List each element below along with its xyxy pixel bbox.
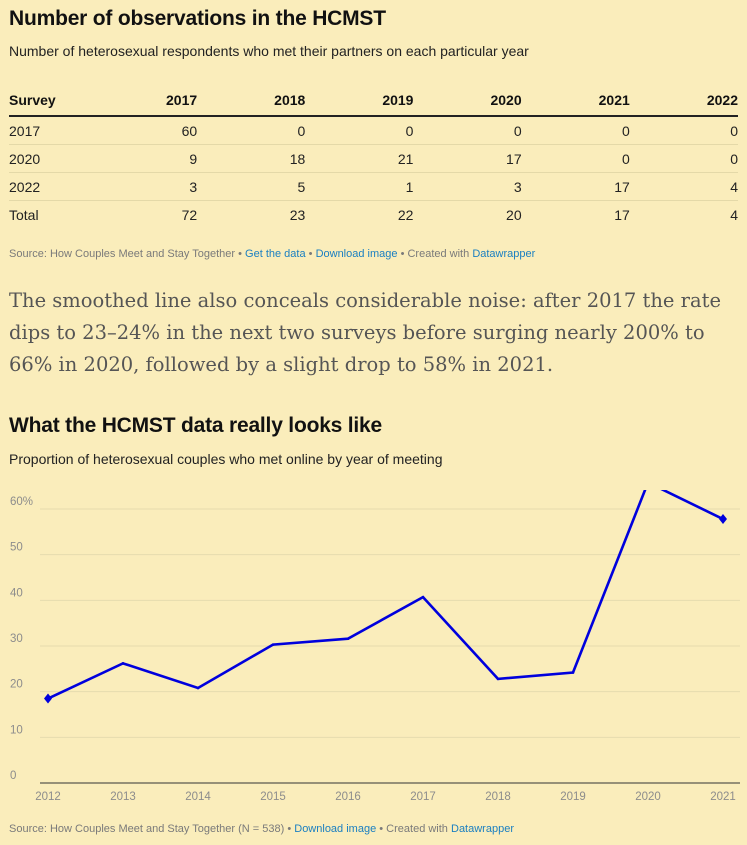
column-header-2018: 2018 (197, 84, 306, 117)
data-point (571, 671, 575, 674)
y-tick-label: 60% (10, 496, 33, 508)
table-cell: 20 (506, 206, 522, 223)
series-line (47, 490, 724, 700)
table-cell: 18 (197, 144, 306, 173)
table-cell: 0 (197, 116, 306, 145)
x-tick-label: 2020 (635, 791, 661, 803)
column-header-2020: 2020 (413, 84, 522, 117)
table-cell: 2022 (9, 172, 89, 201)
x-tick-label: 2012 (35, 791, 61, 803)
chart-subtitle: Proportion of heterosexual couples who m… (9, 451, 443, 467)
y-tick-label: 10 (10, 724, 23, 736)
chart-source-line: Source: How Couples Meet and Stay Togeth… (9, 823, 514, 835)
x-tick-label: 2013 (110, 791, 136, 803)
y-tick-label: 30 (10, 633, 23, 645)
table-cell: 2020 (9, 144, 89, 173)
y-tick-label: 20 (10, 679, 23, 691)
x-tick-label: 2021 (710, 791, 736, 803)
table-cell: 17 (521, 172, 630, 201)
table-cell: 23 (289, 206, 306, 223)
x-tick-label: 2019 (560, 791, 586, 803)
table-cell: 3 (89, 172, 198, 201)
line-chart: 0 10 20 30 40 50 60% 2012 2013 2014 2015 2016 2017 20… (10, 490, 740, 803)
data-point (421, 595, 425, 599)
table-cell: 0 (521, 116, 630, 145)
x-tick-label: 2016 (335, 791, 361, 803)
column-header-2021: 2021 (521, 84, 630, 117)
chart-title: What the HCMST data really looks like (9, 414, 383, 437)
table-row: 2017 60 0 0 0 0 0 (9, 116, 738, 145)
separator: • (308, 248, 313, 260)
column-header-2022: 2022 (629, 84, 738, 117)
created-with-text: Created with (386, 823, 448, 835)
table-cell: 0 (629, 144, 738, 173)
x-tick-label: 2018 (485, 791, 511, 803)
table-header-row: Survey 2017 2018 2019 2020 2021 2022 (9, 84, 738, 117)
table-row: 2020 9 18 21 17 0 0 (9, 144, 738, 173)
source-text: Source: How Couples Meet and Stay Togeth… (9, 823, 285, 835)
table-cell: 72 (181, 206, 198, 223)
y-tick-label: 50 (10, 542, 23, 554)
datawrapper-link[interactable]: Datawrapper (451, 823, 514, 835)
data-point (271, 643, 275, 646)
data-point (121, 662, 125, 665)
table-cell: 0 (521, 144, 630, 173)
source-text: Source: How Couples Meet and Stay Togeth… (9, 248, 236, 260)
x-tick-label: 2014 (185, 791, 211, 803)
separator: • (238, 248, 242, 260)
table-subtitle: Number of heterosexual respondents who m… (9, 43, 529, 59)
download-image-link[interactable]: Download image (294, 823, 377, 835)
separator: • (400, 248, 405, 260)
x-tick-label: 2017 (410, 791, 436, 803)
created-with-text: Created with (407, 248, 470, 260)
datawrapper-link[interactable]: Datawrapper (472, 248, 536, 260)
table-cell: 17 (614, 206, 630, 223)
table-cell: 22 (397, 206, 414, 223)
table-row-total: Total 72 23 22 20 17 4 (9, 201, 738, 229)
table-cell: 1 (305, 172, 414, 201)
x-tick-label: 2015 (260, 791, 286, 803)
table-cell: 2017 (9, 116, 89, 145)
table-cell: 60 (89, 116, 198, 145)
data-point (346, 637, 350, 640)
table-cell: Total (9, 206, 39, 223)
table-cell: 3 (413, 172, 522, 201)
separator: • (287, 823, 292, 835)
y-tick-label: 0 (10, 770, 16, 782)
table-cell: 0 (305, 116, 414, 145)
table-cell: 17 (413, 144, 522, 173)
endpoint-marker (44, 693, 52, 704)
table-cell: 0 (413, 116, 522, 145)
table-cell: 4 (730, 206, 738, 223)
table-cell: 0 (629, 116, 738, 145)
y-tick-label: 40 (10, 587, 23, 599)
table-title: Number of observations in the HCMST (9, 7, 386, 30)
column-header-survey: Survey (9, 84, 89, 117)
table-cell: 4 (629, 172, 738, 201)
table-cell: 9 (89, 144, 198, 173)
table-cell: 5 (197, 172, 306, 201)
download-image-link[interactable]: Download image (315, 248, 398, 260)
column-header-2019: 2019 (305, 84, 414, 117)
table-cell: 21 (305, 144, 414, 173)
endpoint-marker (719, 514, 727, 525)
table-row: 2022 3 5 1 3 17 4 (9, 172, 738, 201)
data-point (496, 677, 500, 681)
column-header-2017: 2017 (89, 84, 198, 117)
article-paragraph: The smoothed line also conceals consider… (9, 289, 721, 376)
table-source-line: Source: How Couples Meet and Stay Togeth… (9, 248, 535, 260)
data-point (196, 686, 200, 690)
separator: • (379, 823, 384, 835)
observations-table: Survey 2017 2018 2019 2020 2021 2022 201… (9, 84, 738, 228)
get-data-link[interactable]: Get the data (245, 248, 306, 260)
